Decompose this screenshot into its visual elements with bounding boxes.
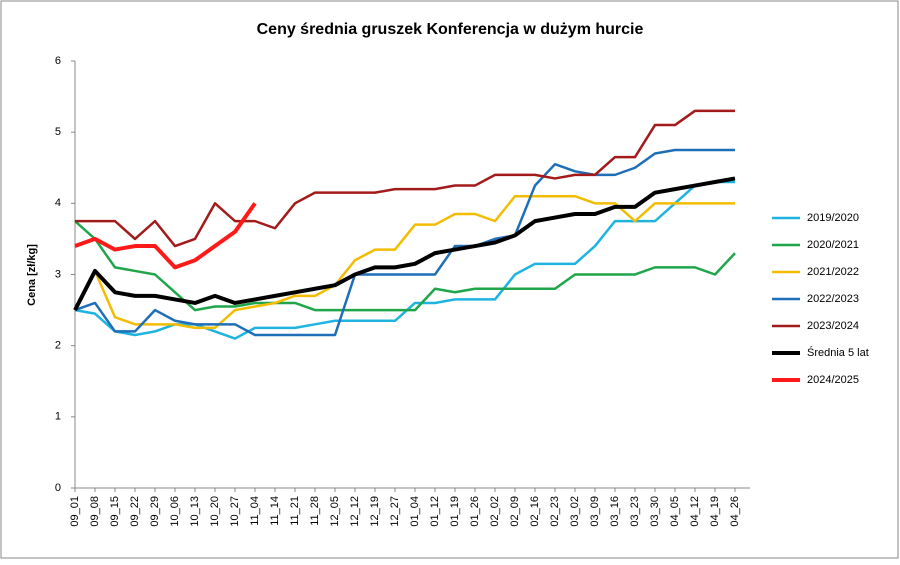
series-line (73, 194, 735, 330)
chart-title: Ceny średnia gruszek Konferencja w dużym… (257, 21, 644, 38)
x-tick-label: 02_23 (549, 496, 561, 527)
x-tick-label: 01_26 (469, 496, 481, 527)
series-line (75, 109, 735, 248)
x-tick-label: 03_09 (589, 496, 601, 527)
legend-label: 2021/2022 (807, 266, 859, 278)
legend-label: 2024/2025 (807, 374, 859, 386)
x-tick-label: 10_13 (189, 496, 201, 527)
x-tick-label: 12_05 (329, 496, 341, 527)
x-tick-label: 12_12 (349, 496, 361, 527)
y-tick-label: 3 (55, 268, 61, 280)
x-tick-label: 10_27 (229, 496, 241, 527)
legend-label: 2020/2021 (807, 239, 859, 251)
y-tick-label: 1 (55, 411, 61, 423)
x-tick-label: 02_16 (529, 496, 541, 527)
x-tick-label: 09_22 (129, 496, 141, 527)
x-tick-label: 01_12 (429, 496, 441, 527)
series-line (73, 176, 736, 311)
x-tick-label: 01_04 (409, 496, 421, 527)
y-tick-label: 4 (55, 197, 61, 209)
x-tick-label: 02_02 (489, 496, 501, 527)
series-line (74, 148, 735, 337)
x-tick-label: 11_14 (269, 496, 281, 526)
y-tick-label: 2 (55, 340, 61, 352)
x-tick-label: 04_26 (729, 496, 741, 527)
x-tick-label: 03_02 (569, 496, 581, 527)
x-tick-label: 11_28 (309, 496, 321, 526)
x-tick-label: 04_19 (709, 496, 721, 527)
y-tick-label: 6 (55, 55, 61, 67)
x-tick-label: 03_23 (629, 496, 641, 527)
x-tick-label: 09_01 (69, 496, 81, 527)
series-line (74, 180, 735, 340)
x-tick-label: 10_20 (209, 496, 221, 527)
y-axis-label: Cena [zł/kg] (26, 244, 38, 306)
x-tick-label: 12_19 (369, 496, 381, 527)
x-tick-label: 09_08 (89, 496, 101, 527)
x-tick-label: 04_05 (669, 496, 681, 527)
x-tick-label: 04_12 (689, 496, 701, 527)
x-tick-label: 03_30 (649, 496, 661, 527)
x-tick-label: 01_19 (449, 496, 461, 527)
x-tick-label: 09_29 (149, 496, 161, 527)
legend-label: Średnia 5 lat (807, 346, 869, 359)
x-tick-label: 10_06 (169, 496, 181, 527)
y-tick-label: 0 (55, 482, 61, 494)
x-tick-label: 09_15 (109, 496, 121, 527)
x-tick-label: 02_09 (509, 496, 521, 527)
series-line (74, 202, 257, 270)
y-tick-label: 5 (55, 126, 61, 138)
x-tick-label: 03_16 (609, 496, 621, 527)
legend-label: 2019/2020 (807, 212, 859, 224)
legend-label: 2022/2023 (807, 293, 859, 305)
legend-label: 2023/2024 (807, 320, 859, 332)
x-tick-label: 12_27 (389, 496, 401, 527)
x-tick-label: 11_04 (249, 496, 261, 526)
x-tick-label: 11_21 (289, 496, 301, 526)
